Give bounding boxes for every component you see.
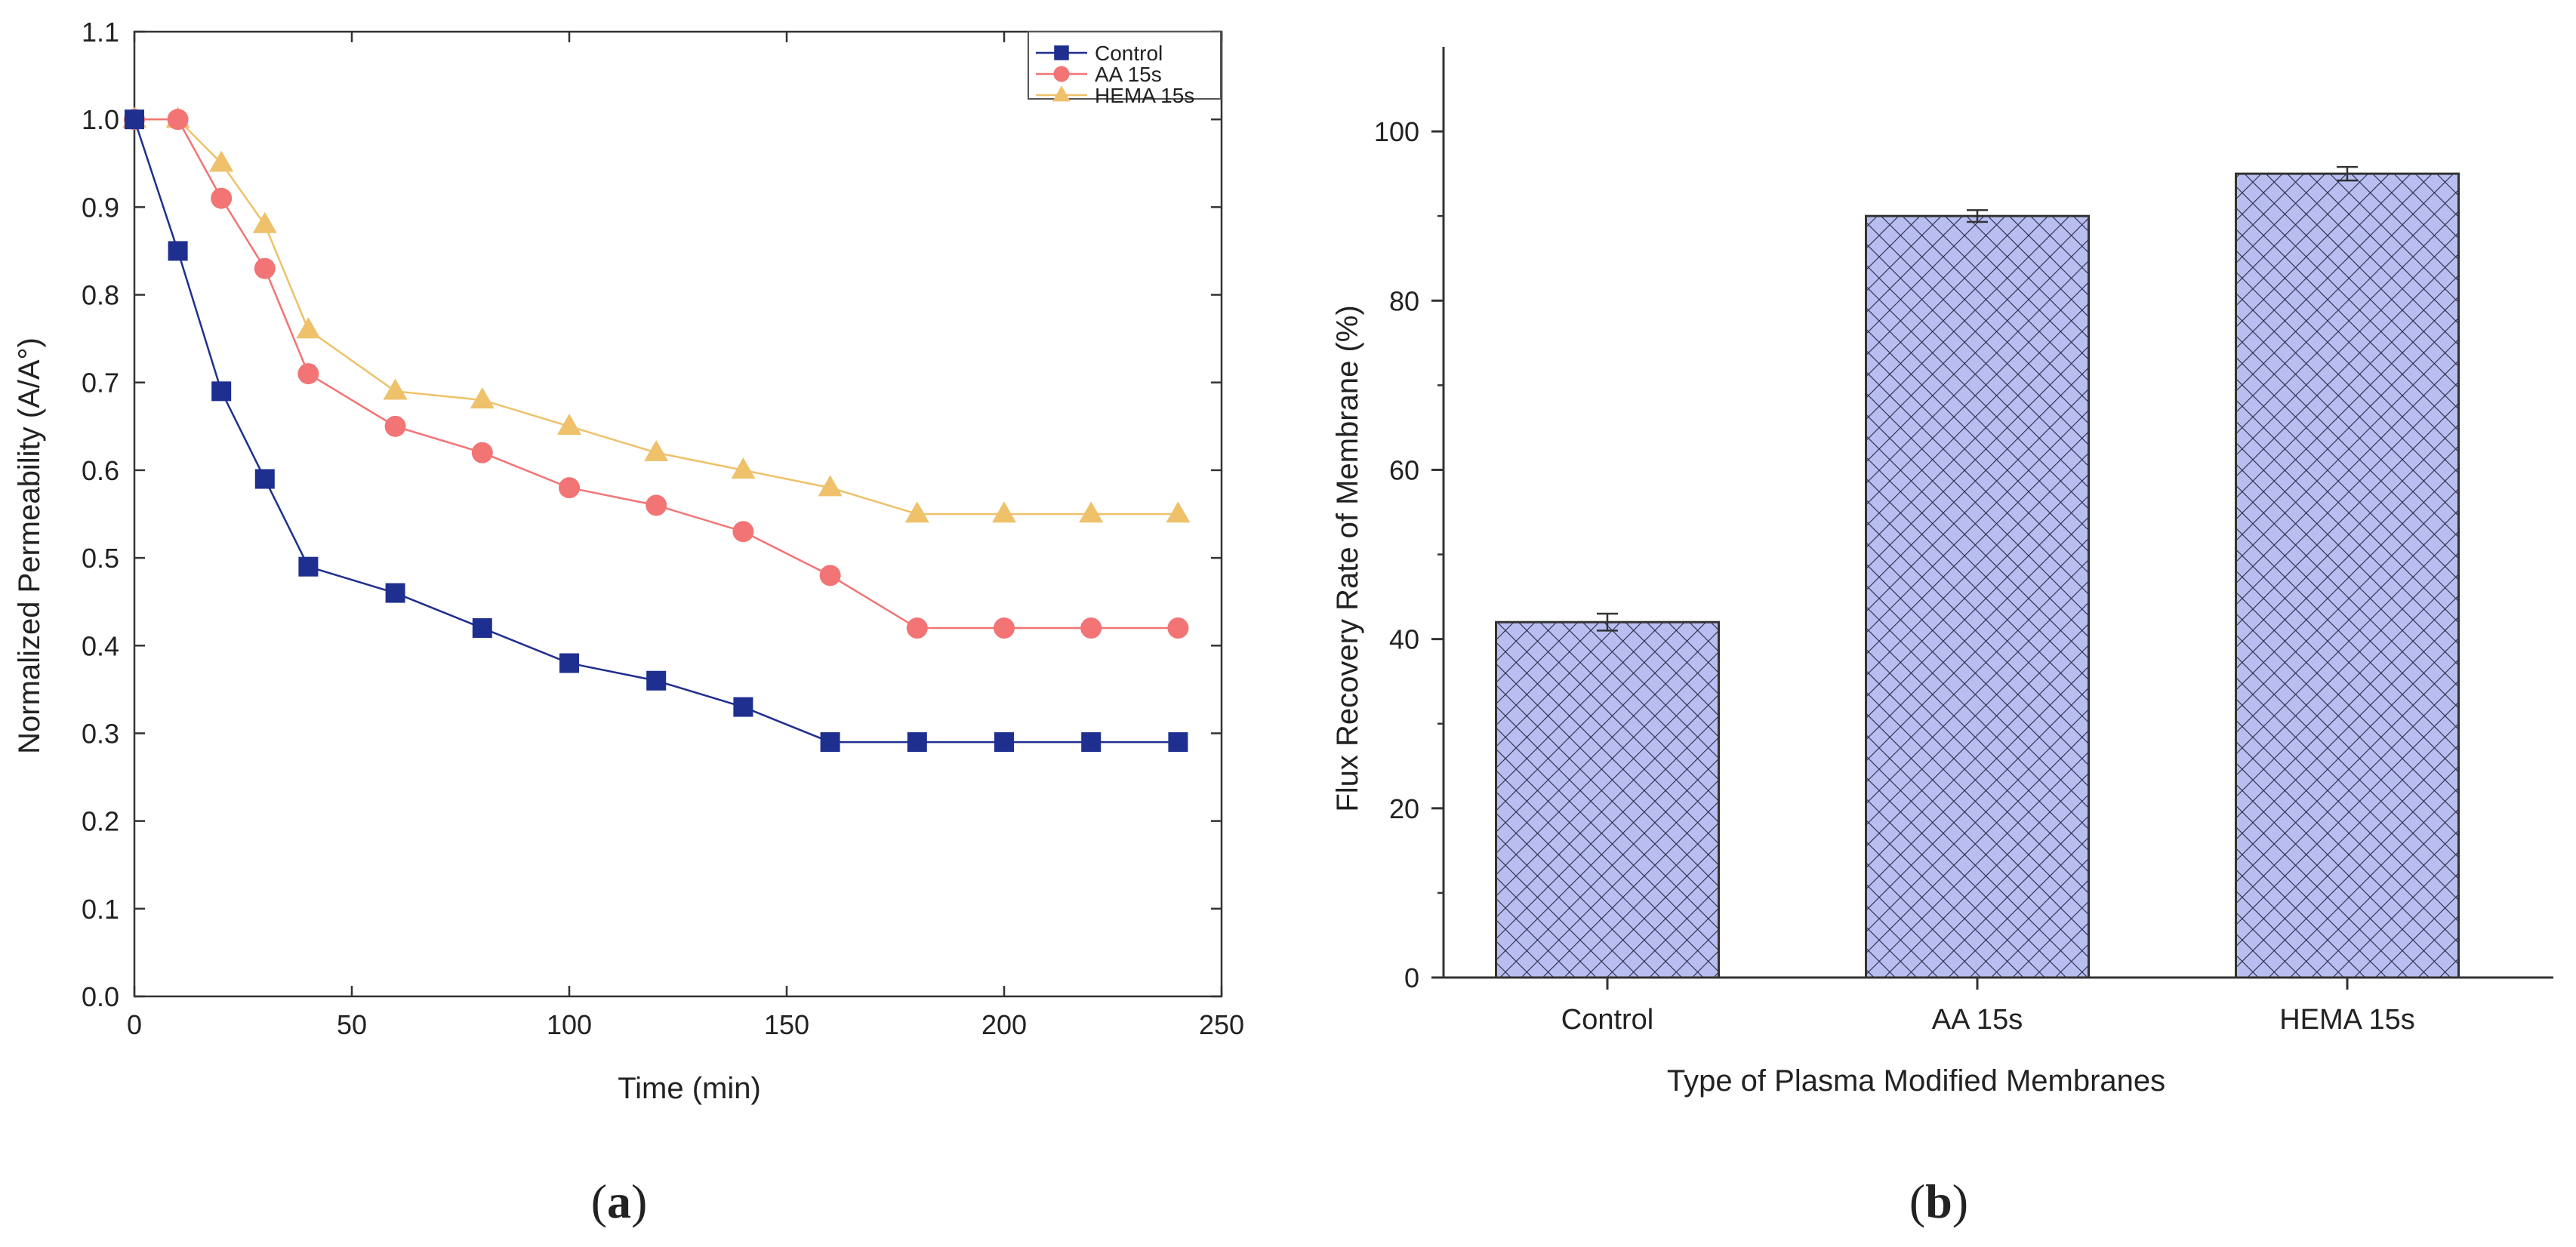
bar [2235, 172, 2460, 979]
y-tick-label: 1.0 [82, 104, 119, 135]
data-point [646, 494, 667, 516]
x-tick-label: AA 15s [1932, 1004, 2023, 1036]
data-point [125, 109, 144, 130]
x-tick-label: 150 [764, 1009, 809, 1040]
data-point [559, 477, 580, 499]
y-tick-label: 40 [1389, 624, 1419, 655]
x-tick-label: 100 [547, 1009, 592, 1040]
panel-letter: b [1925, 1175, 1952, 1228]
data-point [385, 583, 405, 603]
y-tick-label: 0.1 [82, 894, 119, 925]
bar-chart-panel: 0 20 40 60 80 100 Control AA 15s HEMA 15s Type o… [1331, 47, 2553, 1228]
data-point [994, 732, 1014, 753]
data-point [1168, 732, 1188, 753]
data-point [472, 618, 492, 639]
data-point [297, 363, 319, 385]
legend-label: Control [1095, 42, 1163, 65]
data-point [471, 442, 493, 463]
data-point [904, 501, 929, 523]
x-tick-label: 200 [981, 1009, 1027, 1040]
data-point [384, 415, 406, 437]
data-point [733, 697, 753, 717]
data-point [559, 653, 579, 673]
x-axis-label: Time (min) [618, 1072, 761, 1105]
data-point [1166, 501, 1191, 523]
data-point [1080, 617, 1102, 639]
data-point [731, 457, 756, 479]
legend-label: AA 15s [1095, 63, 1162, 86]
data-point [211, 381, 232, 402]
data-point [252, 211, 277, 233]
bar [1865, 214, 2090, 979]
bar-chart-bars [1495, 165, 2460, 979]
y-axis-label: Flux Recovery Rate of Membrane (%) [1331, 305, 1364, 811]
x-axis-label: Type of Plasma Modified Membranes [1667, 1064, 2165, 1098]
data-point [254, 469, 275, 489]
x-tick-label: 0 [127, 1009, 142, 1040]
x-tick-label: 50 [337, 1009, 367, 1040]
series-hema-15s [122, 106, 1191, 523]
legend-marker [1054, 45, 1069, 60]
panel-label: (b) [1909, 1175, 1968, 1228]
data-point [383, 378, 408, 400]
legend-label: HEMA 15s [1095, 84, 1194, 107]
data-point [557, 414, 581, 436]
y-tick-label: 0.5 [82, 543, 119, 574]
panel-letter: a [607, 1175, 631, 1228]
data-point [646, 670, 667, 691]
y-tick-label: 0 [1404, 962, 1419, 993]
y-tick-label: 1.1 [82, 17, 119, 48]
series-control [125, 109, 1188, 753]
line-chart-series [122, 106, 1191, 753]
y-tick-label: 100 [1374, 116, 1419, 147]
data-point [167, 109, 189, 131]
series-line [133, 119, 1179, 744]
panel-label: (a) [591, 1175, 648, 1228]
data-point [209, 150, 234, 172]
y-tick-label: 0.4 [82, 630, 119, 661]
x-tick-label: Control [1561, 1004, 1654, 1036]
y-tick-label: 20 [1389, 793, 1419, 824]
line-chart-panel: 0.0 0.1 0.2 0.3 0.4 0.5 0.6 0.7 0.8 0.9 1.0 1.1 0 50 1… [13, 17, 1244, 1228]
data-point [906, 617, 928, 639]
data-point [819, 565, 841, 587]
data-point [1079, 501, 1104, 523]
y-tick-label: 0.9 [82, 192, 119, 223]
data-point [168, 241, 188, 261]
series-line [134, 118, 1179, 630]
y-tick-label: 60 [1389, 454, 1419, 485]
y-tick-label: 0.0 [82, 981, 119, 1012]
data-point [644, 439, 669, 461]
data-point [211, 187, 233, 209]
line-chart-axes: 0.0 0.1 0.2 0.3 0.4 0.5 0.6 0.7 0.8 0.9 1.0 1.1 0 50 1… [82, 17, 1244, 1040]
data-point [1167, 617, 1189, 639]
data-point [254, 257, 276, 279]
data-point [820, 732, 840, 753]
x-tick-label: HEMA 15s [2279, 1004, 2415, 1036]
y-axis-label: Normalized Permeability (A/A°) [13, 337, 46, 754]
y-tick-label: 0.7 [82, 368, 119, 399]
legend-marker [1052, 85, 1071, 102]
y-tick-label: 0.3 [82, 718, 119, 749]
y-tick-label: 0.2 [82, 806, 119, 837]
data-point [907, 732, 927, 753]
data-point [298, 556, 319, 577]
data-point [296, 317, 321, 339]
data-point [732, 521, 754, 543]
data-point [992, 501, 1016, 523]
y-tick-label: 0.6 [82, 455, 119, 486]
plot-frame [133, 30, 1223, 998]
y-tick-label: 0.8 [82, 280, 119, 311]
y-tick-label: 80 [1389, 285, 1419, 316]
series-aa-15s [124, 109, 1189, 639]
x-tick-label: 250 [1199, 1009, 1244, 1040]
data-point [1081, 732, 1102, 753]
data-point [994, 617, 1015, 639]
data-point [470, 387, 495, 409]
data-point [818, 475, 843, 497]
bar [1495, 620, 1720, 979]
legend-marker [1053, 66, 1070, 82]
